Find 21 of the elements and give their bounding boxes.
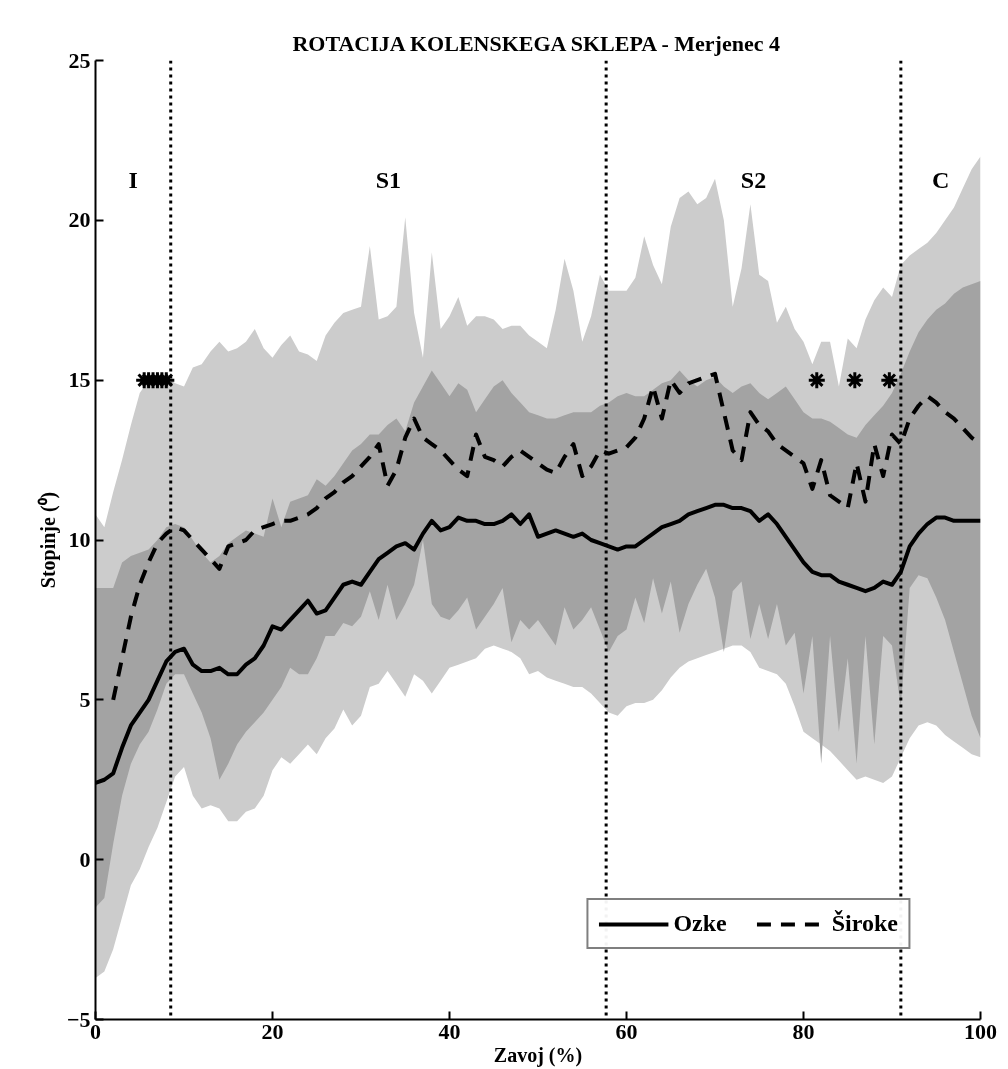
x-tick-label: 40 [438,1018,461,1044]
annotation: I [128,166,138,193]
legend-label: Ozke [673,910,727,937]
y-tick-label: 20 [68,207,91,233]
annotation: C [932,166,950,193]
annotation: S1 [375,166,402,193]
y-tick-label: 5 [79,686,91,712]
y-tick-label: 25 [68,47,91,73]
y-tick-label: 0 [79,846,91,872]
x-tick-label: 100 [964,1018,997,1044]
x-tick-label: 20 [261,1018,284,1044]
chart-title: ROTACIJA KOLENSKEGA SKLEPA - Merjenec 4 [292,30,780,56]
x-tick-label: 80 [792,1018,815,1044]
y-tick-label: 10 [68,527,91,552]
annotation: S2 [740,166,767,193]
legend-label: Široke [831,910,898,937]
y-tick-label: −5 [66,1006,91,1032]
x-axis-title: Zavoj (%) [493,1043,583,1067]
x-tick-label: 60 [615,1018,638,1044]
y-tick-label: 15 [68,367,91,393]
y-axis-title: Stopinje (⁰) [36,491,60,589]
